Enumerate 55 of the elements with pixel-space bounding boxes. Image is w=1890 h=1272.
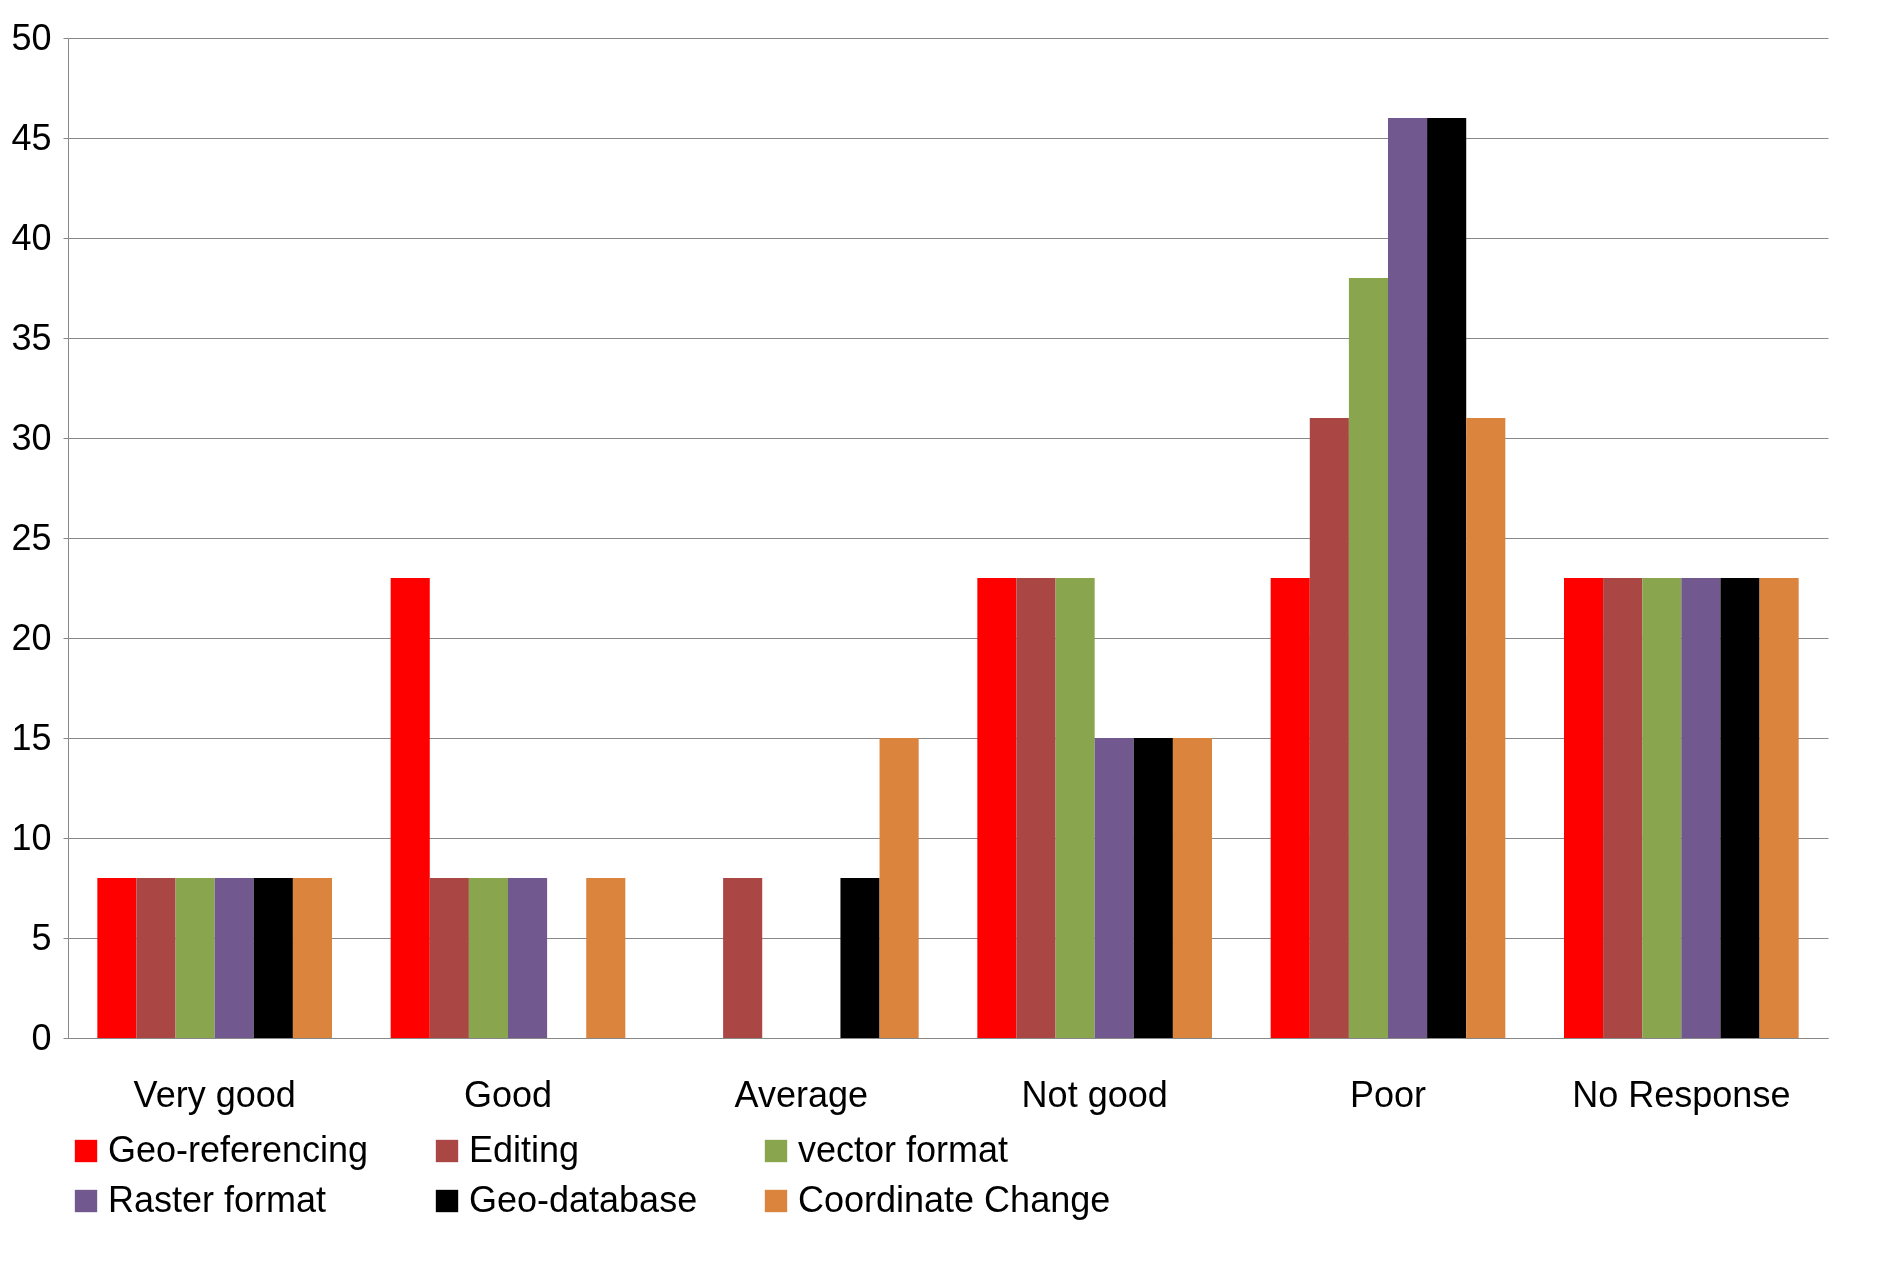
legend-label: Editing bbox=[469, 1129, 580, 1170]
bar bbox=[1427, 118, 1467, 1038]
bar bbox=[175, 878, 215, 1038]
bar bbox=[1388, 118, 1428, 1038]
bar bbox=[390, 578, 430, 1038]
bar bbox=[1681, 578, 1721, 1038]
bar bbox=[1133, 738, 1173, 1038]
bar bbox=[1094, 738, 1134, 1038]
y-tick-label: 45 bbox=[11, 116, 52, 158]
legend-label: Coordinate Change bbox=[798, 1179, 1111, 1220]
bar bbox=[253, 878, 293, 1038]
bar bbox=[586, 878, 626, 1038]
bar bbox=[1172, 738, 1212, 1038]
bar bbox=[723, 878, 763, 1038]
bar bbox=[1720, 578, 1760, 1038]
bar bbox=[1016, 578, 1056, 1038]
y-tick-label: 20 bbox=[11, 616, 52, 658]
x-tick-label: Very good bbox=[133, 1073, 296, 1115]
legend-label: Raster format bbox=[108, 1179, 327, 1220]
y-tick-label: 0 bbox=[31, 1016, 52, 1058]
bar bbox=[840, 878, 880, 1038]
x-tick-label: Poor bbox=[1349, 1073, 1427, 1115]
y-tick-label: 40 bbox=[11, 216, 52, 258]
x-tick-label: No Response bbox=[1572, 1073, 1791, 1115]
legend-label: Geo-database bbox=[469, 1179, 698, 1220]
y-tick-label: 35 bbox=[11, 316, 52, 358]
bar bbox=[97, 878, 137, 1038]
x-tick-label: Not good bbox=[1021, 1073, 1168, 1115]
bar bbox=[292, 878, 332, 1038]
bar bbox=[214, 878, 254, 1038]
y-tick-label: 5 bbox=[31, 916, 52, 958]
bar bbox=[429, 878, 469, 1038]
bar bbox=[1642, 578, 1682, 1038]
bar bbox=[1564, 578, 1604, 1038]
bar bbox=[1759, 578, 1799, 1038]
y-tick-label: 10 bbox=[11, 816, 52, 858]
bar bbox=[468, 878, 508, 1038]
bar bbox=[1603, 578, 1643, 1038]
x-tick-label: Good bbox=[463, 1073, 553, 1115]
y-tick-label: 15 bbox=[11, 716, 52, 758]
bar bbox=[879, 738, 919, 1038]
bar bbox=[1348, 278, 1388, 1038]
y-tick-label: 50 bbox=[11, 16, 52, 58]
bar bbox=[1309, 418, 1349, 1038]
bar bbox=[977, 578, 1017, 1038]
bar bbox=[508, 878, 548, 1038]
bar bbox=[1466, 418, 1506, 1038]
bar bbox=[136, 878, 176, 1038]
bar bbox=[1055, 578, 1095, 1038]
y-tick-label: 25 bbox=[11, 516, 52, 558]
legend-label: Geo-referencing bbox=[108, 1129, 369, 1170]
x-tick-label: Average bbox=[734, 1073, 869, 1115]
bar bbox=[1270, 578, 1310, 1038]
legend-label: vector format bbox=[798, 1129, 1009, 1170]
y-tick-label: 30 bbox=[11, 416, 52, 458]
